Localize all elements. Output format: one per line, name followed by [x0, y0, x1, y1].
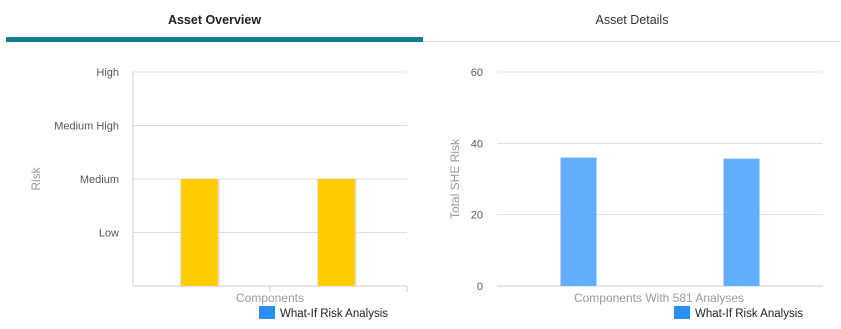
tab-asset-details[interactable]: Asset Details	[595, 13, 669, 27]
risk-legend-swatch	[259, 306, 275, 319]
she-y-axis-title: Total SHE Risk	[448, 138, 462, 219]
risk-y-tick-label: Medium High	[54, 121, 119, 133]
active-tab-indicator	[6, 37, 423, 42]
she-risk-chart: 0 20 40 60 Total SHE Risk Components With 5…	[448, 67, 823, 320]
risk-legend[interactable]: What-If Risk Analysis	[259, 306, 388, 320]
she-bar	[723, 158, 760, 286]
risk-y-tick-label: Medium	[80, 174, 119, 186]
she-y-tick-label: 40	[471, 138, 483, 150]
tab-bar: Asset Overview Asset Details	[0, 0, 841, 44]
risk-y-tick-label: Low	[99, 228, 119, 240]
risk-x-axis-title: Components	[236, 291, 304, 305]
tab-asset-overview[interactable]: Asset Overview	[167, 13, 262, 27]
she-y-tick-label: 60	[471, 67, 483, 79]
she-legend-swatch	[674, 306, 690, 319]
she-legend[interactable]: What-If Risk Analysis	[674, 306, 803, 320]
risk-bar	[180, 179, 219, 286]
she-legend-label: What-If Risk Analysis	[695, 308, 803, 320]
she-y-tick-label: 0	[477, 281, 483, 293]
risk-y-axis-title: Risk	[29, 166, 43, 190]
tab-divider	[423, 41, 839, 42]
she-bar	[560, 157, 597, 286]
she-x-axis-title: Components With 581 Analyses	[574, 291, 744, 305]
risk-y-tick-label: High	[96, 67, 119, 79]
risk-legend-label: What-If Risk Analysis	[280, 308, 388, 320]
she-y-tick-label: 20	[471, 210, 483, 222]
risk-bar	[317, 179, 356, 286]
risk-chart: Low Medium Medium High High Risk Components…	[29, 67, 408, 320]
